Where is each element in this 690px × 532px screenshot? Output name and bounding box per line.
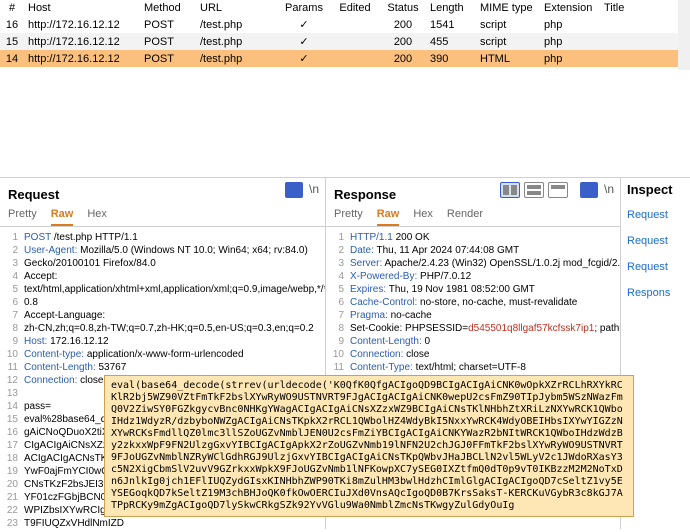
history-table[interactable]: # Host Method URL Params Edited Status L… (0, 0, 690, 67)
col-length[interactable]: Length (426, 0, 476, 16)
decode-tooltip: eval(base64_decode(strrev(urldecode('K0Q… (104, 375, 634, 517)
request-title: Request (8, 187, 59, 202)
inspector-link[interactable]: Respons (627, 287, 690, 299)
tab-pretty[interactable]: Pretty (8, 208, 37, 226)
col-host[interactable]: Host (24, 0, 140, 16)
col-method[interactable]: Method (140, 0, 196, 16)
col-status[interactable]: Status (380, 0, 426, 16)
request-actions-btn[interactable] (285, 182, 303, 198)
table-row[interactable]: 14http://172.16.12.12POST/test.php✓20039… (0, 50, 690, 67)
col-ext[interactable]: Extension (540, 0, 600, 16)
tab-render[interactable]: Render (447, 208, 483, 226)
inspector-link[interactable]: Request (627, 209, 690, 221)
newline-toggle[interactable]: \n (309, 182, 319, 198)
tab-pretty[interactable]: Pretty (334, 208, 363, 226)
col-mime[interactable]: MIME type (476, 0, 540, 16)
response-actions-btn[interactable] (580, 182, 598, 198)
tab-raw[interactable]: Raw (51, 208, 74, 226)
col-params[interactable]: Params (278, 0, 330, 16)
scrollbar[interactable] (678, 0, 690, 70)
view-stacked[interactable] (524, 182, 544, 198)
inspector-link[interactable]: Request (627, 261, 690, 273)
tab-hex[interactable]: Hex (87, 208, 107, 226)
inspector-title: Inspect (627, 182, 690, 197)
newline-toggle-resp[interactable]: \n (604, 182, 614, 198)
col-edited[interactable]: Edited (330, 0, 380, 16)
col-n[interactable]: # (0, 0, 24, 16)
tab-raw[interactable]: Raw (377, 208, 400, 226)
response-title: Response (334, 187, 396, 202)
col-title[interactable]: Title (600, 0, 690, 16)
view-side-by-side[interactable] (500, 182, 520, 198)
view-tabs[interactable] (548, 182, 568, 198)
col-url[interactable]: URL (196, 0, 278, 16)
table-row[interactable]: 15http://172.16.12.12POST/test.php✓20045… (0, 33, 690, 50)
table-row[interactable]: 16http://172.16.12.12POST/test.php✓20015… (0, 16, 690, 33)
inspector-link[interactable]: Request (627, 235, 690, 247)
tab-hex[interactable]: Hex (413, 208, 433, 226)
